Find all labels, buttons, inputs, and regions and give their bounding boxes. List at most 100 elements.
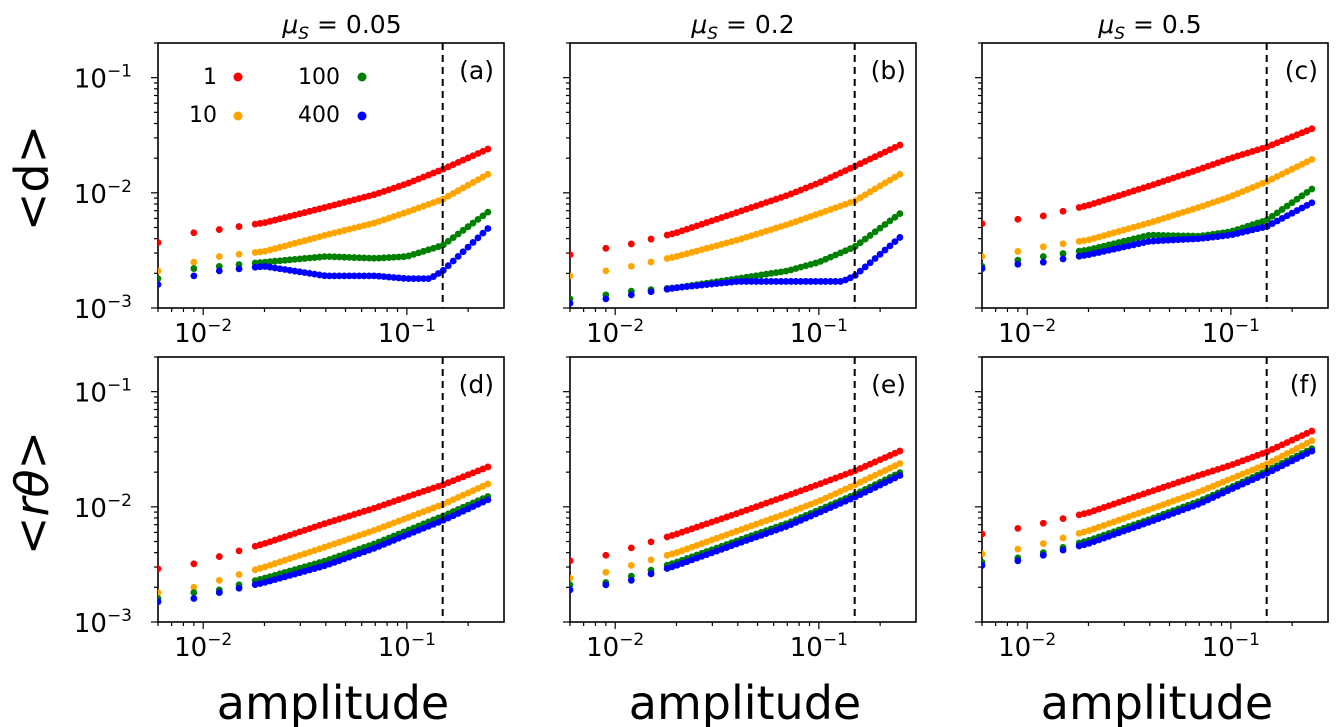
data-point [158,598,162,606]
data-point [1145,231,1152,239]
data-point [673,284,681,292]
data-point [1273,209,1281,217]
data-point [235,584,243,592]
data-point [1154,237,1162,245]
data-point [896,141,904,149]
data-point [405,275,413,283]
data-point [1039,253,1047,260]
data-point [215,576,223,584]
data-point [1059,546,1067,554]
y-tick-label: 10−2 [74,177,132,210]
data-point [881,221,889,228]
data-point [827,278,834,285]
data-point [570,574,574,582]
data-point [1179,236,1187,243]
data-point [876,224,884,232]
data-point [375,272,383,280]
series-1 [158,145,492,246]
ylabel-top: <d> [5,125,59,231]
xlabel-1: amplitude [217,676,449,727]
data-point [469,219,477,227]
data-point [355,272,363,280]
x-tick-label: 10−2 [586,630,644,663]
data-point [718,279,726,287]
data-point [871,228,879,236]
panel-label: (f) [1290,370,1318,399]
panel-f: 10−2 10−1 (f) [975,356,1329,663]
data-point [822,278,830,285]
data-point [896,234,904,241]
data-point [782,278,790,285]
y-tick-label: 10−1 [74,62,132,95]
data-point [1308,447,1316,455]
data-point [340,272,348,280]
data-point [866,188,874,196]
data-point [1308,185,1316,193]
x-tick-label: 10−1 [1202,316,1260,349]
data-point [375,254,383,262]
data-point [355,254,363,262]
data-point [871,255,879,262]
data-point [439,241,447,249]
data-point [1145,238,1152,245]
xlabel-3: amplitude [1041,676,1273,727]
data-point [1150,231,1157,239]
data-point [330,253,338,261]
legend-label-100: 100 [298,65,340,90]
data-point [454,187,462,195]
data-point [886,176,894,184]
data-point [215,553,223,560]
y-tick-label: 10−2 [74,491,132,524]
data-point [861,191,869,199]
plot-frame [569,42,917,309]
data-point [469,239,477,246]
data-point [982,562,986,569]
data-point [415,275,422,283]
data-point [1199,234,1207,242]
data-point [570,581,574,589]
data-point [380,273,388,281]
data-point [777,278,785,285]
data-point [235,250,243,258]
data-point [390,253,398,261]
data-point [345,253,353,261]
data-point [1159,231,1167,239]
data-point [708,280,716,288]
data-point [1059,250,1067,257]
data-point [1209,233,1217,241]
panel-b: 10−2 10−1 (b) [563,42,917,349]
data-point [747,278,755,285]
panel-label: (c) [1285,56,1318,85]
data-point [570,586,574,594]
data-point [1194,235,1202,243]
data-point [703,281,711,289]
data-point [326,253,333,261]
series-10 [982,156,1316,260]
data-point [479,173,487,181]
data-point [1303,188,1311,196]
data-point [866,232,874,239]
data-point [484,208,492,216]
data-point [459,248,467,256]
data-point [296,255,304,263]
xlabel-2: amplitude [629,676,861,727]
data-point [1164,236,1172,244]
data-point [1283,202,1291,210]
data-point [190,272,198,280]
data-point [742,278,750,285]
data-point [251,263,259,271]
series-10 [570,170,904,280]
data-point [1204,234,1212,242]
data-point [316,253,323,261]
data-point [158,589,162,597]
series-1 [570,141,904,259]
data-point [158,565,162,573]
panel-label: (b) [871,56,906,85]
series-10 [158,170,492,275]
panel-e: 10−2 10−1 (e) [563,356,917,663]
data-point [1164,232,1172,239]
data-point [158,239,162,246]
series-400 [158,496,492,606]
data-point [1184,235,1192,243]
data-point [1014,248,1022,255]
